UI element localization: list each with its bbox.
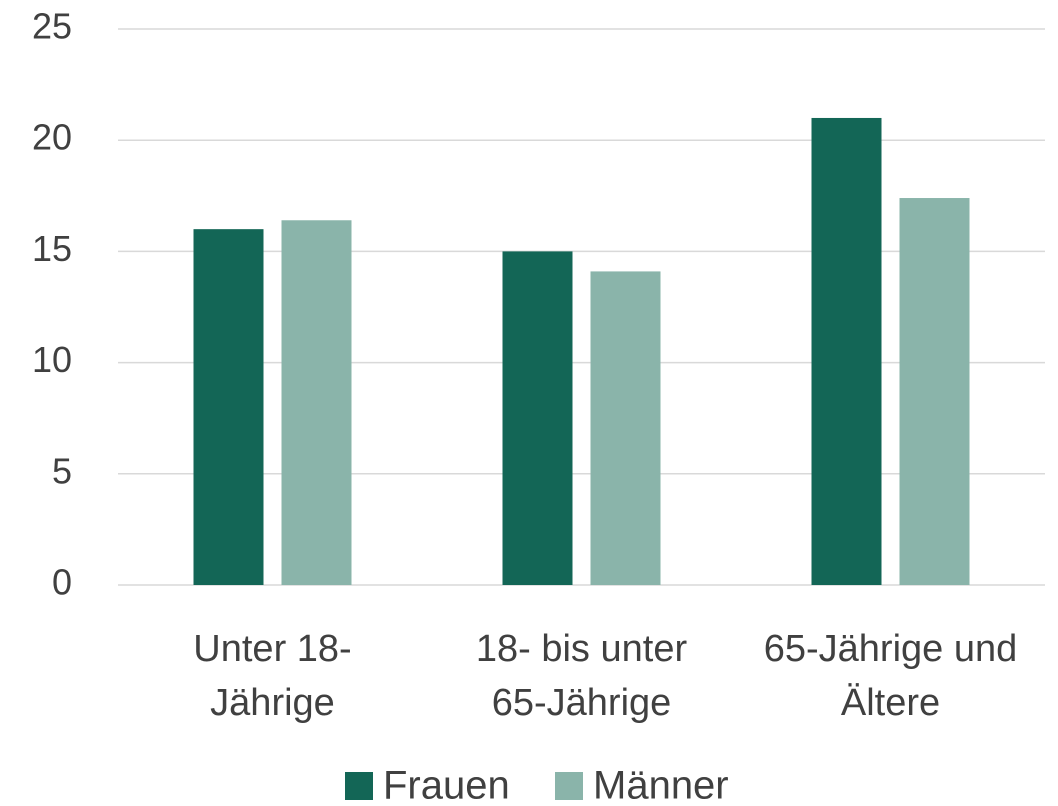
bar [899,198,970,586]
legend-label: Männer [593,764,729,806]
y-tick-label: 20 [32,117,72,158]
y-tick-label: 10 [32,339,72,380]
bar [281,220,352,585]
legend-label: Frauen [383,764,510,806]
y-tick-label: 0 [52,562,72,603]
x-tick-label: 18- bis unter 65-Jährige [475,628,688,724]
x-tick-label: Unter 18- Jährige [193,628,352,724]
y-tick-label: 25 [32,6,72,47]
x-tick-label: 65-Jährige und Ältere [763,628,1018,724]
bar [590,271,661,585]
y-tick-label: 15 [32,228,72,269]
bar [502,251,573,585]
bar [811,117,882,586]
bar [193,229,264,585]
y-tick-label: 5 [52,450,72,491]
legend-swatch [345,772,373,800]
legend-swatch [555,772,583,800]
